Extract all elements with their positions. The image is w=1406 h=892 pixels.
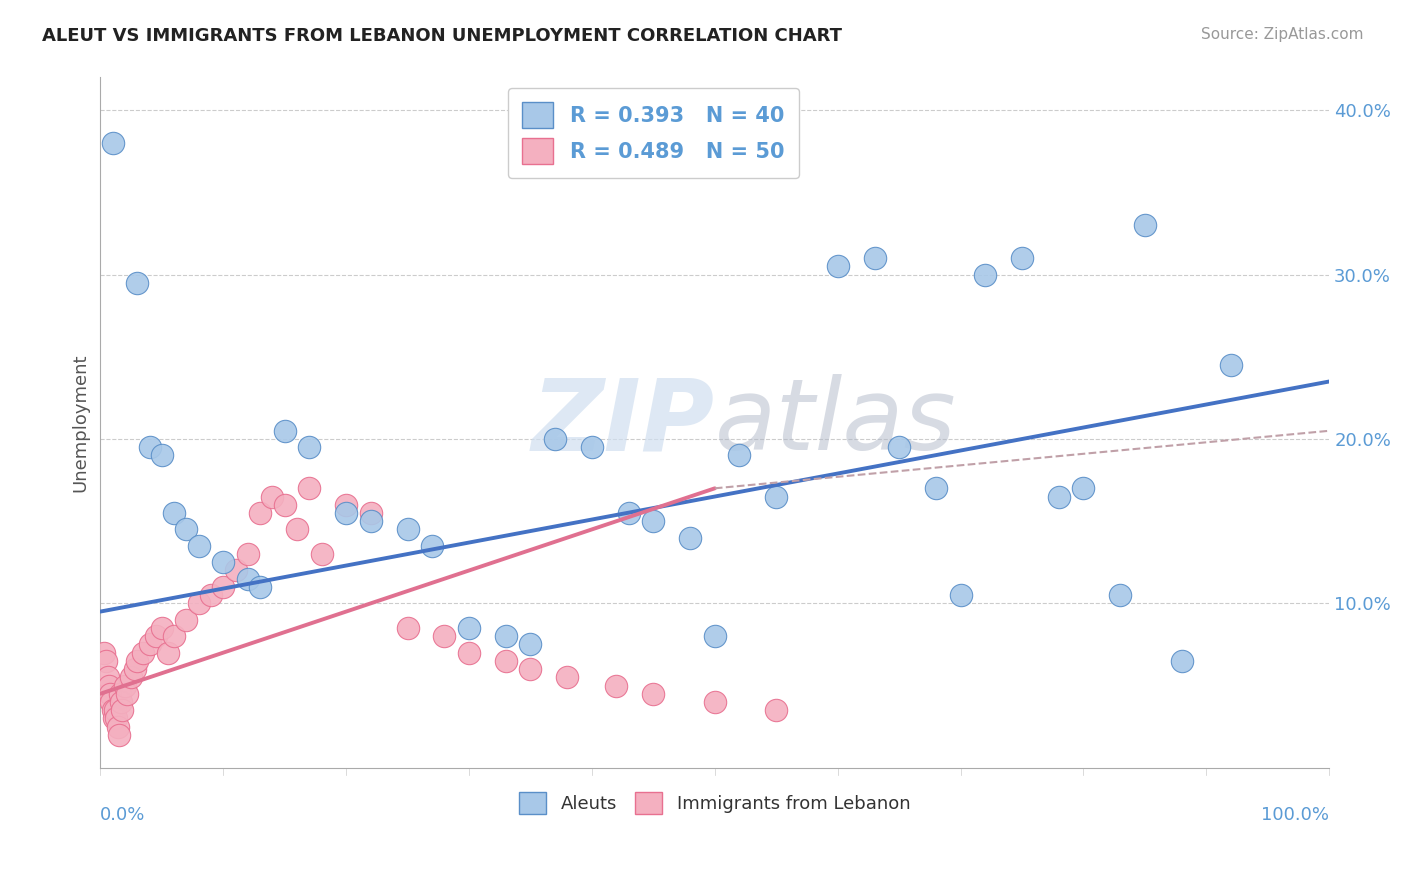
- Point: [544, 432, 567, 446]
- Point: [163, 629, 186, 643]
- Point: [396, 522, 419, 536]
- Point: [117, 687, 139, 701]
- Point: [458, 646, 481, 660]
- Point: [200, 588, 222, 602]
- Point: [298, 440, 321, 454]
- Point: [1073, 481, 1095, 495]
- Point: [728, 449, 751, 463]
- Point: [105, 711, 128, 725]
- Point: [249, 506, 271, 520]
- Point: [249, 580, 271, 594]
- Point: [236, 572, 259, 586]
- Point: [96, 654, 118, 668]
- Point: [643, 687, 665, 701]
- Point: [974, 268, 997, 282]
- Point: [335, 506, 357, 520]
- Point: [262, 490, 284, 504]
- Point: [765, 490, 787, 504]
- Point: [273, 424, 295, 438]
- Point: [124, 662, 146, 676]
- Point: [311, 547, 333, 561]
- Point: [889, 440, 911, 454]
- Point: [433, 629, 456, 643]
- Point: [145, 629, 167, 643]
- Point: [949, 588, 972, 602]
- Point: [1171, 654, 1194, 668]
- Point: [360, 506, 382, 520]
- Point: [93, 646, 115, 660]
- Point: [110, 695, 132, 709]
- Point: [150, 621, 173, 635]
- Point: [156, 646, 179, 660]
- Point: [1219, 358, 1241, 372]
- Legend: Aleuts, Immigrants from Lebanon: Aleuts, Immigrants from Lebanon: [512, 784, 918, 821]
- Point: [495, 654, 517, 668]
- Point: [225, 564, 247, 578]
- Point: [420, 539, 443, 553]
- Point: [396, 621, 419, 635]
- Point: [495, 629, 517, 643]
- Point: [97, 670, 120, 684]
- Point: [114, 679, 136, 693]
- Point: [273, 498, 295, 512]
- Point: [1011, 251, 1033, 265]
- Point: [176, 613, 198, 627]
- Point: [138, 637, 160, 651]
- Text: ZIP: ZIP: [531, 374, 714, 471]
- Point: [111, 703, 134, 717]
- Point: [132, 646, 155, 660]
- Point: [581, 440, 603, 454]
- Point: [187, 539, 209, 553]
- Point: [643, 514, 665, 528]
- Point: [925, 481, 948, 495]
- Point: [212, 580, 235, 594]
- Point: [703, 629, 725, 643]
- Point: [298, 481, 321, 495]
- Point: [101, 136, 124, 151]
- Point: [212, 555, 235, 569]
- Point: [127, 276, 149, 290]
- Text: Source: ZipAtlas.com: Source: ZipAtlas.com: [1201, 27, 1364, 42]
- Point: [1133, 219, 1156, 233]
- Text: 100.0%: 100.0%: [1261, 805, 1329, 823]
- Point: [605, 679, 627, 693]
- Point: [103, 711, 125, 725]
- Point: [108, 687, 131, 701]
- Point: [679, 531, 702, 545]
- Point: [458, 621, 481, 635]
- Point: [557, 670, 579, 684]
- Point: [1109, 588, 1132, 602]
- Point: [1047, 490, 1070, 504]
- Point: [863, 251, 886, 265]
- Point: [107, 720, 129, 734]
- Point: [827, 260, 849, 274]
- Point: [120, 670, 142, 684]
- Point: [104, 703, 127, 717]
- Point: [98, 687, 121, 701]
- Point: [100, 695, 122, 709]
- Point: [335, 498, 357, 512]
- Point: [107, 728, 129, 742]
- Point: [519, 662, 541, 676]
- Point: [360, 514, 382, 528]
- Point: [617, 506, 640, 520]
- Text: ALEUT VS IMMIGRANTS FROM LEBANON UNEMPLOYMENT CORRELATION CHART: ALEUT VS IMMIGRANTS FROM LEBANON UNEMPLO…: [42, 27, 842, 45]
- Point: [187, 596, 209, 610]
- Point: [163, 506, 186, 520]
- Point: [765, 703, 787, 717]
- Point: [97, 679, 120, 693]
- Y-axis label: Unemployment: Unemployment: [72, 353, 89, 491]
- Point: [176, 522, 198, 536]
- Point: [150, 449, 173, 463]
- Point: [519, 637, 541, 651]
- Point: [127, 654, 149, 668]
- Point: [703, 695, 725, 709]
- Text: 0.0%: 0.0%: [100, 805, 146, 823]
- Text: atlas: atlas: [714, 374, 956, 471]
- Point: [138, 440, 160, 454]
- Point: [236, 547, 259, 561]
- Point: [285, 522, 308, 536]
- Point: [101, 703, 124, 717]
